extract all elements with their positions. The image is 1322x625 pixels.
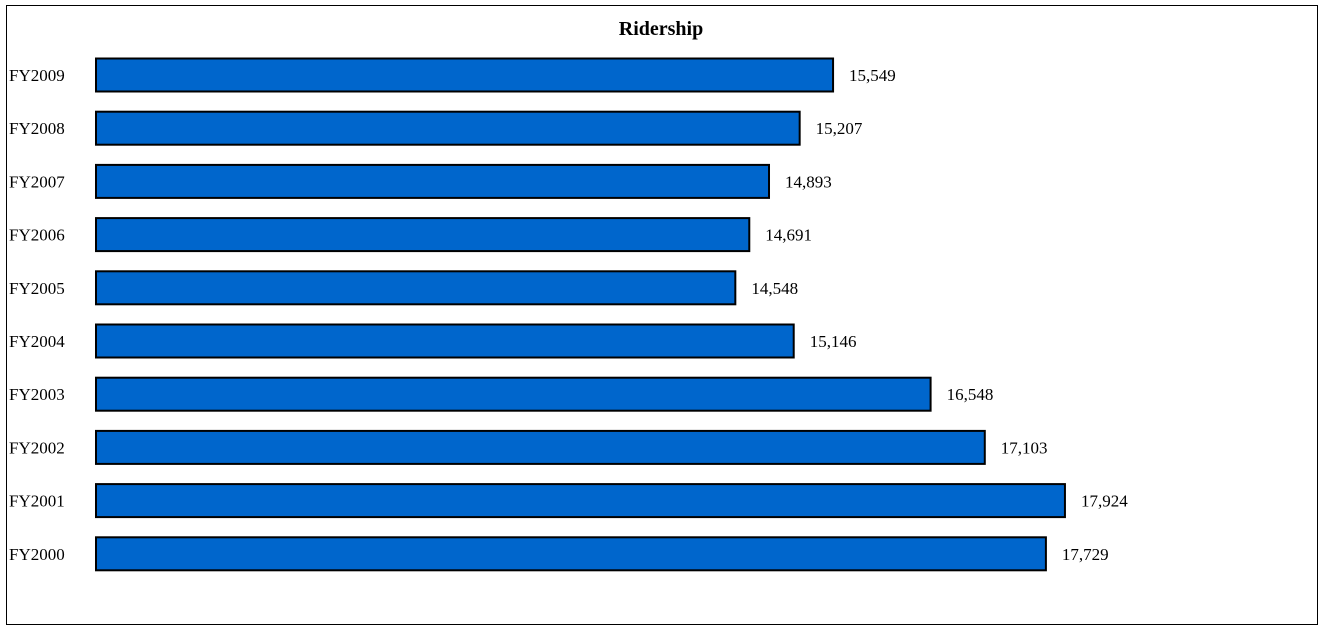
bar	[95, 163, 771, 199]
category-label: FY2009	[9, 66, 65, 85]
bar	[95, 376, 932, 412]
bar	[95, 483, 1066, 519]
category-label: FY2001	[9, 492, 65, 511]
data-label: 17,924	[1081, 492, 1128, 511]
category-label: FY2000	[9, 545, 65, 564]
category-label: FY2002	[9, 438, 65, 457]
bar	[95, 323, 795, 359]
category-label: FY2004	[9, 332, 65, 351]
chart-title: Ridership	[618, 18, 704, 40]
data-label: 15,549	[849, 66, 896, 85]
category-label: FY2005	[9, 279, 65, 298]
category-label: FY2003	[9, 385, 65, 404]
bar	[95, 217, 751, 253]
bar	[95, 536, 1047, 572]
bar	[95, 429, 986, 465]
data-label: 15,207	[816, 119, 863, 138]
chart-frame	[6, 5, 1318, 625]
bar	[95, 110, 801, 146]
data-label: 17,103	[1001, 438, 1048, 457]
data-label: 14,548	[751, 279, 798, 298]
category-label: FY2006	[9, 226, 65, 245]
category-label: FY2007	[9, 172, 65, 191]
data-label: 16,548	[947, 385, 994, 404]
data-label: 15,146	[810, 332, 857, 351]
category-label: FY2008	[9, 119, 65, 138]
bar	[95, 270, 737, 306]
data-label: 14,691	[765, 226, 812, 245]
data-label: 17,729	[1062, 545, 1109, 564]
bar	[95, 57, 835, 93]
data-label: 14,893	[785, 172, 832, 191]
